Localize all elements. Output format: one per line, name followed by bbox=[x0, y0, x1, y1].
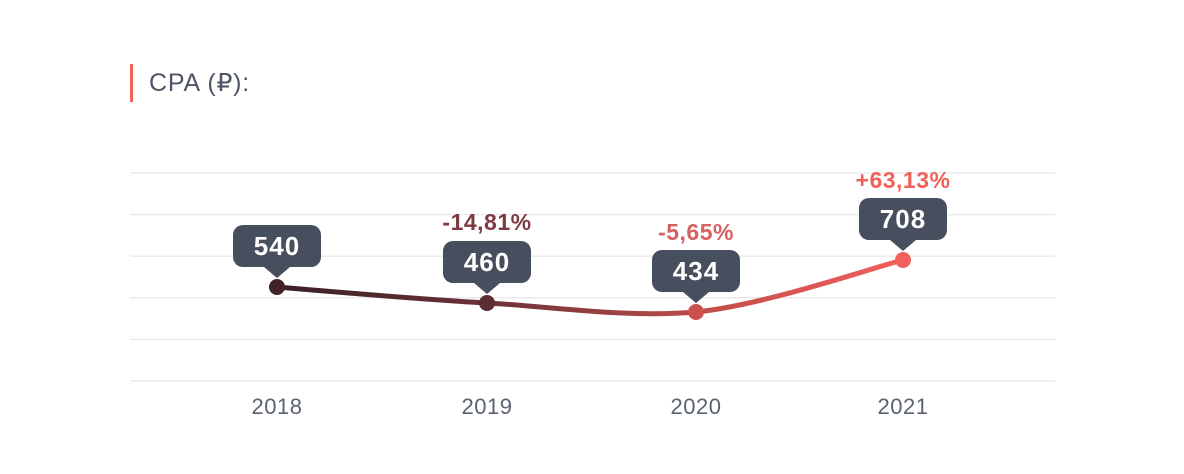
value-badge-2021: 708 bbox=[859, 198, 947, 240]
x-axis-label-2019: 2019 bbox=[461, 394, 513, 419]
data-point-2021[interactable] bbox=[895, 252, 911, 268]
cpa-line bbox=[274, 257, 906, 317]
data-point-2018[interactable] bbox=[269, 279, 285, 295]
change-label-2020: -5,65% bbox=[658, 219, 734, 245]
data-point-2020[interactable] bbox=[688, 304, 704, 320]
x-axis-label-2021: 2021 bbox=[877, 394, 929, 419]
value-badge-2019: 460 bbox=[443, 241, 531, 283]
change-label-2021: +63,13% bbox=[855, 167, 951, 193]
chart-title: CPA (₽): bbox=[130, 64, 250, 102]
value-badge-2018: 540 bbox=[233, 225, 321, 267]
data-point-2019[interactable] bbox=[479, 295, 495, 311]
chart-title-label: CPA (₽): bbox=[149, 69, 251, 97]
x-axis-label-2020: 2020 bbox=[670, 394, 722, 419]
x-axis-label-2018: 2018 bbox=[251, 394, 303, 419]
change-label-2019: -14,81% bbox=[442, 209, 532, 235]
value-badge-2020: 434 bbox=[652, 250, 740, 292]
